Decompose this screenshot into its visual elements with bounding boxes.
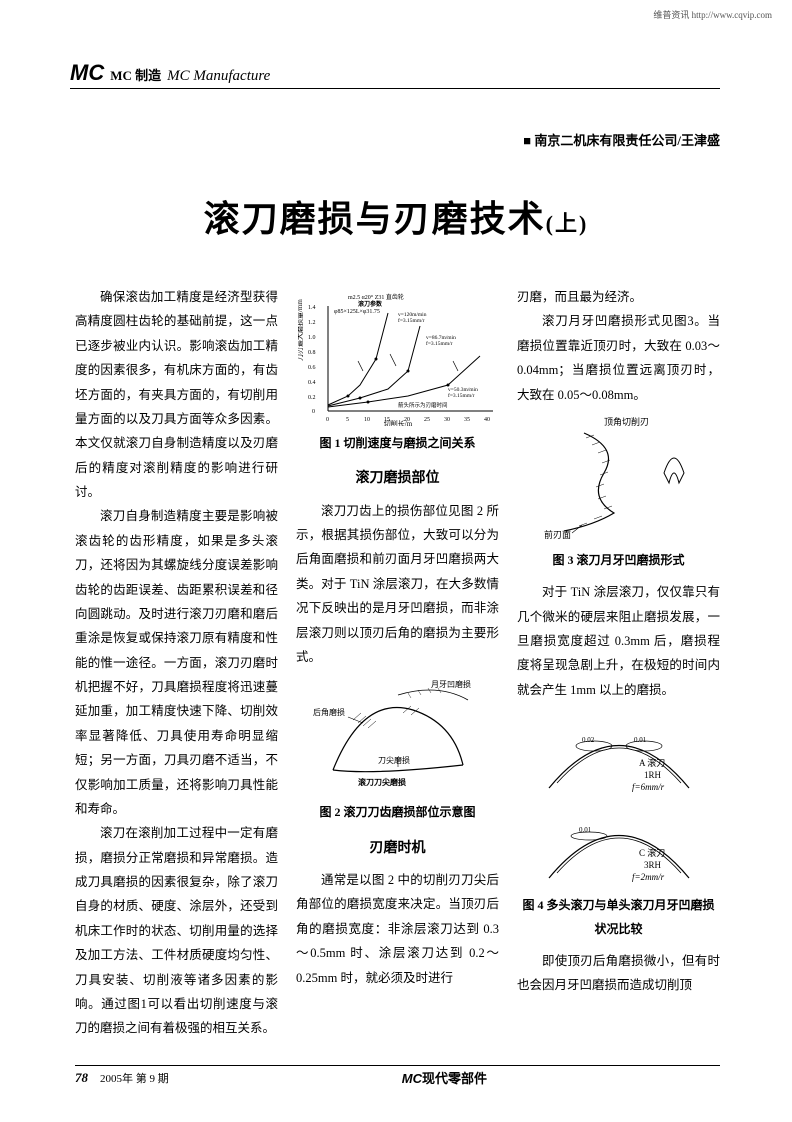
svg-text:A 滚刀: A 滚刀 xyxy=(639,757,665,768)
c1-p1: 确保滚齿加工精度是经济型获得高精度圆柱齿轮的基础前提，这一点已逐步被业内认识。影… xyxy=(75,285,278,504)
svg-text:0.02: 0.02 xyxy=(582,736,595,744)
svg-text:m2.5 α20° Z31 直齿轮: m2.5 α20° Z31 直齿轮 xyxy=(348,293,404,301)
svg-text:1.0: 1.0 xyxy=(308,335,316,341)
section-wear-area: 滚刀磨损部位 xyxy=(296,465,499,492)
fig2-caption: 图 2 滚刀刀齿磨损部位示意图 xyxy=(296,801,499,824)
section-timing: 刃磨时机 xyxy=(296,835,499,862)
fig1-caption: 图 1 切削速度与磨损之间关系 xyxy=(296,432,499,455)
title-sub: (上) xyxy=(546,211,589,236)
svg-text:f=6mm/r: f=6mm/r xyxy=(632,782,665,792)
svg-text:0: 0 xyxy=(312,409,315,415)
svg-text:25: 25 xyxy=(424,417,430,423)
svg-text:f=3.15mm/r: f=3.15mm/r xyxy=(448,392,475,399)
svg-text:5: 5 xyxy=(346,417,349,423)
title-main: 滚刀磨损与刃磨技术 xyxy=(204,199,546,239)
svg-text:顶角切削刃: 顶角切削刃 xyxy=(604,416,649,427)
svg-text:f=3.15mm/r: f=3.15mm/r xyxy=(398,317,425,324)
watermark-text: 维普资讯 http://www.cqvip.com xyxy=(653,8,772,21)
svg-text:3RH: 3RH xyxy=(644,860,662,870)
header-brand: MC MC 制造 MC Manufacture xyxy=(70,60,270,86)
svg-text:0.4: 0.4 xyxy=(308,380,316,386)
c3-p1: 滚刀月牙凹磨损形式见图3。当磨损位置靠近顶刃时，大致在 0.03～0.04mm；… xyxy=(517,309,720,407)
svg-text:30: 30 xyxy=(444,417,450,423)
svg-text:滚刀参数: 滚刀参数 xyxy=(358,300,383,308)
header-rule xyxy=(70,88,720,89)
c3-p3: 即使顶刃后角磨损微小，但有时也会因月牙凹磨损而造成切削顶 xyxy=(517,949,720,998)
mc-logo: MC xyxy=(70,60,104,86)
c1-p2: 滚刀自身制造精度主要是影响被滚齿轮的齿形精度，如果是多头滚刀，还将因为其螺旋线分… xyxy=(75,504,278,821)
c3-p0: 刃磨，而且最为经济。 xyxy=(517,285,720,309)
article-title: 滚刀磨损与刃磨技术(上) xyxy=(0,190,792,242)
svg-text:f=3.15mm/r: f=3.15mm/r xyxy=(426,340,453,347)
svg-text:1.2: 1.2 xyxy=(308,320,316,326)
svg-text:35: 35 xyxy=(464,417,470,423)
content-columns: 确保滚齿加工精度是经济型获得高精度圆柱齿轮的基础前提，这一点已逐步被业内认识。影… xyxy=(75,285,720,1041)
svg-text:0.2: 0.2 xyxy=(308,395,316,401)
page-footer: 78 2005年 第 9 期 MC现代零部件 xyxy=(75,1065,720,1087)
svg-text:φ85×125L×φ31.75: φ85×125L×φ31.75 xyxy=(334,309,380,315)
svg-text:0.6: 0.6 xyxy=(308,365,316,371)
issue-info: 2005年 第 9 期 xyxy=(100,1070,169,1086)
fig3-caption: 图 3 滚刀月牙凹磨损形式 xyxy=(517,549,720,572)
brand-en: MC Manufacture xyxy=(167,68,270,85)
c1-p3: 滚刀在滚削加工过程中一定有磨损，磨损分正常磨损和异常磨损。造成刀具磨损的因素很复… xyxy=(75,821,278,1040)
svg-text:0: 0 xyxy=(326,417,329,423)
author-line: 南京二机床有限责任公司/王津盛 xyxy=(523,130,720,149)
svg-text:切削长/m: 切削长/m xyxy=(383,419,412,426)
svg-text:40: 40 xyxy=(484,417,490,423)
journal-prefix: MC xyxy=(402,1071,422,1086)
page-number: 78 xyxy=(75,1070,88,1086)
journal-name: MC现代零部件 xyxy=(169,1068,720,1087)
c2-p1: 滚刀刀齿上的损伤部位见图 2 所示，根据其损伤部位，大致可以分为后角面磨损和前刃… xyxy=(296,499,499,670)
journal-cn: 现代零部件 xyxy=(422,1071,487,1086)
svg-text:0.8: 0.8 xyxy=(308,350,316,356)
brand-cn: MC 制造 xyxy=(110,65,161,84)
svg-text:10: 10 xyxy=(364,417,370,423)
figure-1: m2.5 α20° Z31 直齿轮 滚刀参数 φ85×125L×φ31.75 0… xyxy=(296,291,499,426)
svg-text:刀尖磨损: 刀尖磨损 xyxy=(378,755,410,765)
figure-4: 0.02 0.01 A 滚刀 1RH f=6mm/r 0.01 C 滚刀 3RH… xyxy=(517,708,720,888)
svg-text:f=2mm/r: f=2mm/r xyxy=(632,872,665,882)
column-3: 刃磨，而且最为经济。 滚刀月牙凹磨损形式见图3。当磨损位置靠近顶刃时，大致在 0… xyxy=(517,285,720,1041)
svg-text:0.01: 0.01 xyxy=(634,736,647,744)
figure-3: 顶角切削刃 前刃面 xyxy=(517,413,720,543)
svg-text:0.01: 0.01 xyxy=(579,826,592,834)
svg-text:滚刀刀尖磨损: 滚刀刀尖磨损 xyxy=(358,777,406,787)
column-1: 确保滚齿加工精度是经济型获得高精度圆柱齿轮的基础前提，这一点已逐步被业内认识。影… xyxy=(75,285,278,1041)
svg-text:1.4: 1.4 xyxy=(308,305,316,311)
svg-text:后角磨损: 后角磨损 xyxy=(313,707,345,717)
svg-text:刀刃最大磨损量/mm: 刀刃最大磨损量/mm xyxy=(298,299,304,361)
svg-text:箭头所示为刃磨时间: 箭头所示为刃磨时间 xyxy=(398,401,448,409)
fig4-caption: 图 4 多头滚刀与单头滚刀月牙凹磨损状况比较 xyxy=(517,894,720,941)
c3-p2: 对于 TiN 涂层滚刀，仅仅靠只有几个微米的硬层来阻止磨损发展，一旦磨损宽度超过… xyxy=(517,580,720,702)
column-2: m2.5 α20° Z31 直齿轮 滚刀参数 φ85×125L×φ31.75 0… xyxy=(296,285,499,1041)
svg-text:C 滚刀: C 滚刀 xyxy=(639,847,665,858)
svg-text:月牙凹磨损: 月牙凹磨损 xyxy=(431,679,471,689)
svg-text:1RH: 1RH xyxy=(644,770,662,780)
figure-2: 月牙凹磨损 后角磨损 刀尖磨损 滚刀刀尖磨损 xyxy=(296,675,499,795)
svg-text:前刃面: 前刃面 xyxy=(544,529,571,540)
c2-p2: 通常是以图 2 中的切削刃刀尖后角部位的磨损宽度来决定。当顶刃后角的磨损宽度：非… xyxy=(296,868,499,990)
